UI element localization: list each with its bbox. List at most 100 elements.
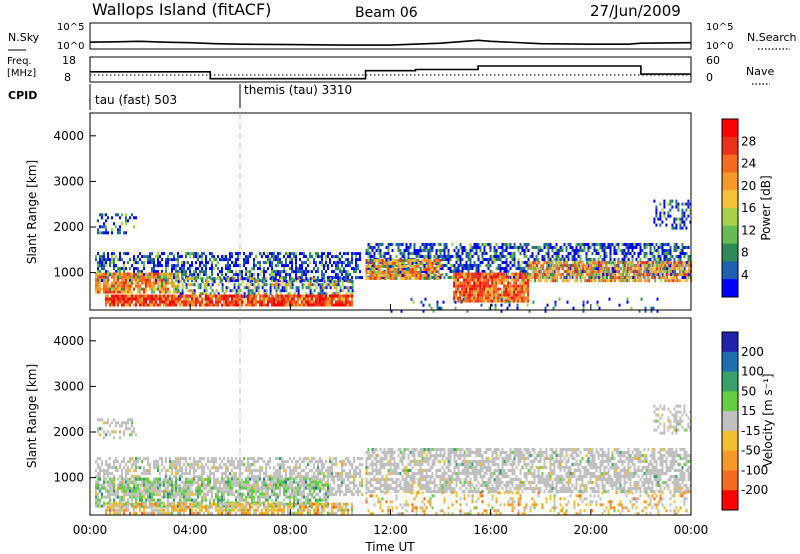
- power-cell: [377, 243, 380, 246]
- power-cell: [549, 246, 552, 249]
- power-cell: [471, 264, 474, 267]
- power-cell: [585, 258, 588, 261]
- velocity-cell: [299, 472, 301, 476]
- power-cell: [211, 277, 214, 281]
- velocity-cell: [251, 484, 253, 488]
- power-cell: [191, 252, 193, 256]
- power-cell: [121, 275, 123, 279]
- power-cell: [113, 284, 115, 288]
- power-cell: [646, 279, 649, 283]
- power-cell: [163, 297, 165, 301]
- power-cell: [505, 249, 508, 252]
- power-cell: [397, 249, 400, 252]
- power-cell: [415, 273, 418, 277]
- power-cell: [465, 267, 468, 270]
- power-cell: [337, 300, 339, 304]
- power-cell: [421, 258, 424, 262]
- power-cell: [227, 270, 229, 274]
- power-cell: [381, 264, 384, 268]
- power-cell: [383, 261, 386, 265]
- power-cell: [123, 278, 125, 282]
- power-cell: [670, 267, 673, 271]
- velocity-cell: [285, 472, 287, 476]
- power-cell: [409, 258, 412, 262]
- power-cell: [247, 300, 249, 304]
- power-cell: [503, 267, 506, 270]
- power-cell: [497, 264, 500, 267]
- power-cell: [509, 267, 512, 270]
- power-cell: [201, 280, 204, 284]
- velocity-cell: [207, 475, 209, 479]
- power-cell: [163, 252, 165, 256]
- power-cell: [279, 300, 281, 304]
- power-cell: [527, 281, 530, 285]
- power-cell: [291, 286, 294, 290]
- power-cell: [637, 252, 640, 255]
- power-cell: [213, 294, 215, 298]
- power-cell: [659, 223, 662, 227]
- power-cell: [662, 267, 665, 271]
- power-cell: [535, 258, 538, 261]
- velocity-cell: [269, 460, 271, 464]
- power-cell: [321, 279, 323, 283]
- power-cell: [119, 216, 121, 220]
- velocity-cell: [307, 457, 309, 461]
- power-cell: [369, 261, 372, 264]
- power-cell: [157, 270, 159, 274]
- power-cell: [680, 273, 683, 277]
- power-cell: [564, 276, 567, 280]
- power-cell: [265, 255, 267, 259]
- power-cell: [585, 255, 588, 258]
- power-cell: [651, 264, 654, 267]
- power-cell: [339, 289, 342, 293]
- power-cell: [663, 252, 666, 255]
- power-cell: [479, 249, 482, 252]
- power-cell: [519, 270, 522, 273]
- power-cell: [209, 303, 211, 307]
- power-cell: [435, 270, 438, 273]
- power-cell: [467, 299, 470, 303]
- power-cell: [129, 297, 131, 301]
- velocity-cell: [189, 457, 191, 461]
- power-cell: [221, 279, 223, 283]
- velocity-cell: [109, 472, 111, 476]
- power-cell: [467, 264, 470, 267]
- power-cell: [103, 213, 105, 217]
- power-cell: [261, 297, 263, 301]
- power-cell: [457, 272, 460, 276]
- power-cell: [488, 306, 491, 310]
- velocity-cell: [97, 475, 99, 479]
- power-cell: [117, 294, 119, 298]
- power-cell: [672, 276, 675, 280]
- power-cell: [205, 270, 207, 274]
- power-cell: [507, 296, 510, 300]
- power-cell: [333, 297, 335, 301]
- power-cell: [493, 252, 496, 255]
- power-cell: [199, 273, 201, 277]
- velocity-cell: [251, 475, 253, 479]
- power-cell: [351, 276, 353, 280]
- power-cell: [127, 281, 129, 285]
- power-cell: [369, 273, 372, 277]
- power-cell: [571, 258, 574, 261]
- power-cell: [327, 303, 329, 307]
- power-cell: [654, 264, 657, 268]
- power-cell: [523, 278, 526, 282]
- power-cell: [157, 264, 159, 268]
- power-colorbar-swatch: [722, 190, 738, 209]
- power-cell: [507, 264, 510, 267]
- velocity-cell: [151, 487, 153, 491]
- power-cell: [203, 270, 205, 274]
- power-cell: [109, 287, 111, 291]
- power-cell: [173, 290, 175, 294]
- power-cell: [443, 246, 446, 249]
- power-cell: [187, 267, 189, 271]
- power-cell: [283, 286, 286, 290]
- velocity-cell: [285, 493, 287, 497]
- power-cell: [177, 270, 179, 274]
- power-cell: [127, 219, 129, 223]
- velocity-cell: [177, 484, 179, 488]
- velocity-cell: [147, 457, 149, 461]
- power-cell: [95, 287, 97, 291]
- power-cell: [115, 275, 117, 279]
